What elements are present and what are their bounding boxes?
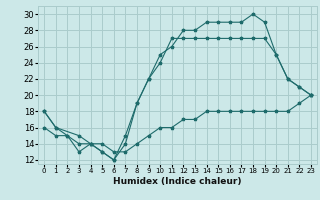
X-axis label: Humidex (Indice chaleur): Humidex (Indice chaleur) <box>113 177 242 186</box>
